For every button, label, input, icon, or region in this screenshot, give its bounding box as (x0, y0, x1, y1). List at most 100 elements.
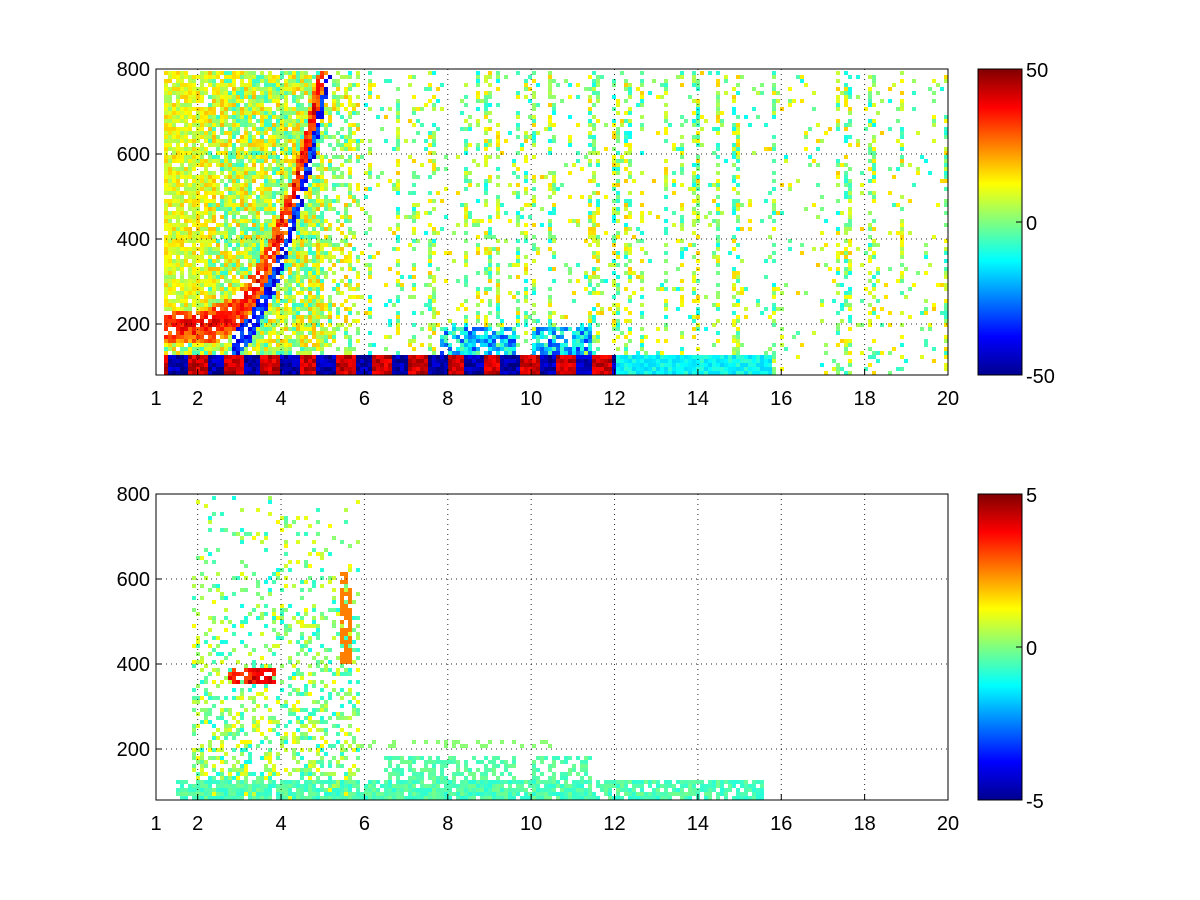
heatmap-cell (260, 247, 264, 251)
heatmap-cell (304, 159, 308, 163)
heatmap-cell (680, 123, 684, 127)
heatmap-cell (480, 299, 484, 303)
heatmap-cell (296, 263, 300, 267)
heatmap-cell (500, 151, 504, 155)
heatmap-cell (288, 339, 292, 343)
heatmap-cell (216, 251, 220, 255)
heatmap-cell (268, 199, 272, 203)
heatmap-cell (616, 275, 620, 279)
heatmap-cell (676, 239, 680, 243)
heatmap-cell (312, 243, 316, 247)
heatmap-cell (204, 347, 208, 351)
heatmap-cell (432, 95, 436, 99)
heatmap-cell (432, 347, 436, 351)
heatmap-cell (316, 147, 320, 151)
heatmap-cell (420, 163, 424, 167)
heatmap-cell (260, 203, 264, 207)
heatmap-cell (316, 323, 320, 327)
heatmap-cell (212, 343, 216, 347)
heatmap-cell (232, 227, 236, 231)
heatmap-cell (180, 303, 184, 307)
heatmap-cell (200, 231, 204, 235)
heatmap-cell (524, 295, 528, 299)
heatmap-cell (356, 319, 360, 323)
heatmap-cell (328, 163, 332, 167)
heatmap-cell (264, 175, 268, 179)
heatmap-cell (296, 339, 300, 343)
heatmap-cell (596, 243, 600, 247)
heatmap-cell (640, 259, 644, 263)
heatmap-cell (548, 319, 552, 323)
heatmap-cell (292, 143, 296, 147)
heatmap-cell (476, 247, 480, 251)
heatmap-cell (188, 107, 192, 111)
heatmap-cell (412, 75, 416, 79)
heatmap-cell (264, 291, 268, 295)
heatmap-cell (460, 347, 464, 351)
heatmap-cell (736, 275, 740, 279)
heatmap-cell (172, 307, 176, 311)
heatmap-cell (340, 171, 344, 175)
heatmap-cell (280, 343, 284, 347)
heatmap-cell (540, 331, 544, 335)
heatmap-cell (180, 371, 184, 375)
heatmap-cell (292, 111, 296, 115)
heatmap-cell (496, 135, 500, 139)
heatmap-cell (528, 363, 532, 367)
heatmap-cell (204, 251, 208, 255)
heatmap-cell (488, 175, 492, 179)
heatmap-cell (308, 199, 312, 203)
heatmap-cell (588, 279, 592, 283)
heatmap-cell (484, 91, 488, 95)
heatmap-cell (472, 339, 476, 343)
heatmap-cell (164, 175, 168, 179)
heatmap-cell (208, 331, 212, 335)
heatmap-cell (320, 359, 324, 363)
heatmap-cell (300, 279, 304, 283)
heatmap-cell (732, 371, 736, 375)
heatmap-cell (516, 135, 520, 139)
heatmap-cell (224, 139, 228, 143)
heatmap-cell (736, 335, 740, 339)
heatmap-cell (416, 367, 420, 371)
heatmap-cell (556, 335, 560, 339)
heatmap-cell (248, 275, 252, 279)
heatmap-cell (448, 319, 452, 323)
heatmap-cell (240, 319, 244, 323)
heatmap-cell (260, 127, 264, 131)
heatmap-cell (588, 159, 592, 163)
heatmap-cell (364, 187, 368, 191)
heatmap-cell (304, 219, 308, 223)
heatmap-cell (280, 143, 284, 147)
heatmap-cell (580, 335, 584, 339)
heatmap-cell (232, 99, 236, 103)
heatmap-cell (300, 351, 304, 355)
heatmap-cell (516, 211, 520, 215)
heatmap-cell (512, 363, 516, 367)
heatmap-cell (216, 223, 220, 227)
heatmap-cell (320, 251, 324, 255)
heatmap-cell (296, 371, 300, 375)
heatmap-cell (736, 135, 740, 139)
heatmap-cell (184, 323, 188, 327)
heatmap-cell (512, 327, 516, 331)
heatmap-cell (296, 95, 300, 99)
heatmap-cell (236, 107, 240, 111)
heatmap-cell (384, 115, 388, 119)
heatmap-cell (288, 119, 292, 123)
heatmap-cell (312, 207, 316, 211)
heatmap-cell (348, 175, 352, 179)
heatmap-cell (560, 335, 564, 339)
heatmap-cell (212, 91, 216, 95)
heatmap-cell (288, 87, 292, 91)
heatmap-cell (352, 123, 356, 127)
heatmap-cell (596, 283, 600, 287)
heatmap-cell (172, 167, 176, 171)
heatmap-cell (168, 71, 172, 75)
heatmap-cell (576, 151, 580, 155)
heatmap-cell (300, 251, 304, 255)
heatmap-cell (308, 183, 312, 187)
heatmap-cell (272, 251, 276, 255)
heatmap-cell (356, 259, 360, 263)
heatmap-cell (296, 355, 300, 359)
